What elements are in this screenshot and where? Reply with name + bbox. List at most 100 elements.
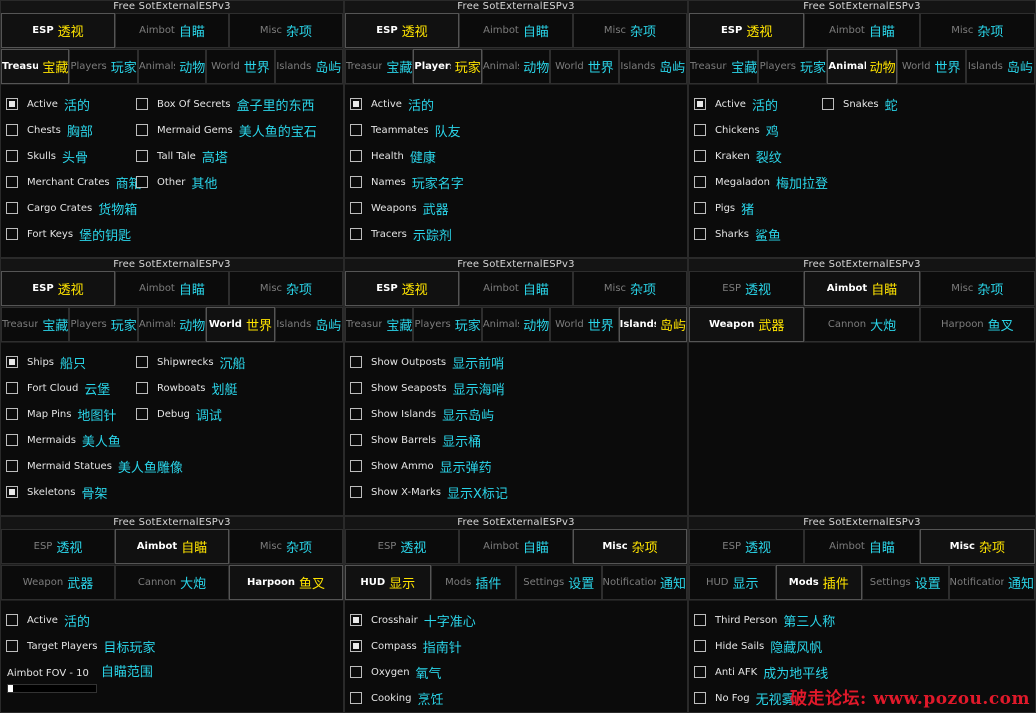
option-active[interactable]: Active 活的 — [1, 607, 221, 633]
checkbox[interactable] — [6, 640, 18, 652]
tab-aimbot[interactable]: Aimbot 自瞄 — [459, 13, 573, 48]
checkbox[interactable] — [350, 150, 362, 162]
option-mermaid-statues[interactable]: Mermaid Statues 美人鱼雕像 — [1, 453, 183, 479]
tab-esp[interactable]: ESP 透视 — [1, 529, 115, 564]
tab-cannon[interactable]: Cannon 大炮 — [115, 565, 229, 600]
tab-weapon[interactable]: Weapon 武器 — [689, 307, 805, 342]
tab-misc[interactable]: Misc 杂项 — [919, 13, 1035, 48]
tab-islands[interactable]: Islands 岛屿 — [274, 307, 343, 342]
option-debug[interactable]: Debug 调试 — [131, 401, 311, 427]
option-hide-sails[interactable]: Hide Sails 隐藏风帆 — [689, 633, 909, 659]
option-show-seaposts[interactable]: Show Seaposts 显示海哨 — [345, 375, 565, 401]
tab-aimbot[interactable]: Aimbot 自瞄 — [459, 271, 573, 306]
checkbox[interactable] — [136, 356, 148, 368]
checkbox[interactable] — [694, 228, 706, 240]
checkbox[interactable] — [6, 228, 18, 240]
option-box-of-secrets[interactable]: Box Of Secrets 盒子里的东西 — [131, 91, 341, 117]
tab-notifications[interactable]: Notifications通知 — [948, 565, 1035, 600]
option-shipwrecks[interactable]: Shipwrecks 沉船 — [131, 349, 311, 375]
checkbox[interactable] — [822, 98, 834, 110]
checkbox[interactable] — [350, 434, 362, 446]
option-crosshair[interactable]: Crosshair 十字准心 — [345, 607, 565, 633]
tab-settings[interactable]: Settings 设置 — [862, 565, 949, 600]
tab-treasure[interactable]: Treasure宝藏 — [345, 49, 414, 84]
fov-slider[interactable] — [7, 684, 97, 693]
tab-world[interactable]: World 世界 — [896, 49, 966, 84]
tab-esp[interactable]: ESP 透视 — [689, 529, 805, 564]
tab-islands[interactable]: Islands 岛屿 — [274, 49, 343, 84]
checkbox[interactable] — [350, 486, 362, 498]
tab-world[interactable]: World 世界 — [550, 49, 619, 84]
option-merchant-crates[interactable]: Merchant Crates 商箱 — [1, 169, 142, 195]
option-other[interactable]: Other 其他 — [131, 169, 341, 195]
tab-weapon[interactable]: Weapon 武器 — [1, 565, 115, 600]
tab-treasure[interactable]: Treasure宝藏 — [689, 49, 759, 84]
checkbox[interactable] — [694, 640, 706, 652]
tab-settings[interactable]: Settings 设置 — [516, 565, 602, 600]
tab-misc[interactable]: Misc 杂项 — [573, 271, 687, 306]
option-anti-afk[interactable]: Anti AFK 成为地平线 — [689, 659, 909, 685]
tab-hud[interactable]: HUD 显示 — [345, 565, 431, 600]
option-cargo-crates[interactable]: Cargo Crates 货物箱 — [1, 195, 137, 221]
tab-aimbot[interactable]: Aimbot 自瞄 — [804, 13, 920, 48]
option-third-person[interactable]: Third Person 第三人称 — [689, 607, 909, 633]
tab-islands[interactable]: Islands 岛屿 — [618, 307, 687, 342]
option-fort-keys[interactable]: Fort Keys 堡的钥匙 — [1, 221, 131, 247]
checkbox[interactable] — [6, 614, 18, 626]
checkbox[interactable] — [694, 124, 706, 136]
checkbox[interactable] — [6, 434, 18, 446]
checkbox[interactable] — [350, 202, 362, 214]
tab-misc[interactable]: Misc 杂项 — [573, 13, 687, 48]
option-chickens[interactable]: Chickens 鸡 — [689, 117, 817, 143]
checkbox[interactable] — [694, 98, 706, 110]
option-active[interactable]: Active 活的 — [689, 91, 817, 117]
option-skulls[interactable]: Skulls 头骨 — [1, 143, 131, 169]
option-tall-tale[interactable]: Tall Tale 高塔 — [131, 143, 341, 169]
tab-islands[interactable]: Islands 岛屿 — [618, 49, 687, 84]
tab-misc[interactable]: Misc 杂项 — [919, 529, 1035, 564]
tab-esp[interactable]: ESP 透视 — [1, 271, 115, 306]
checkbox[interactable] — [694, 150, 706, 162]
tab-esp[interactable]: ESP 透视 — [1, 13, 115, 48]
option-active[interactable]: Active 活的 — [345, 91, 545, 117]
option-map-pins[interactable]: Map Pins 地图针 — [1, 401, 131, 427]
checkbox[interactable] — [694, 666, 706, 678]
tab-aimbot[interactable]: Aimbot 自瞄 — [115, 13, 229, 48]
option-oxygen[interactable]: Oxygen 氧气 — [345, 659, 565, 685]
option-megaladon[interactable]: Megaladon 梅加拉登 — [689, 169, 828, 195]
option-teammates[interactable]: Teammates 队友 — [345, 117, 545, 143]
tab-hud[interactable]: HUD 显示 — [689, 565, 776, 600]
option-skeletons[interactable]: Skeletons 骨架 — [1, 479, 131, 505]
checkbox[interactable] — [136, 150, 148, 162]
option-active[interactable]: Active 活的 — [1, 91, 131, 117]
checkbox[interactable] — [350, 460, 362, 472]
option-mermaid-gems[interactable]: Mermaid Gems 美人鱼的宝石 — [131, 117, 341, 143]
checkbox[interactable] — [350, 666, 362, 678]
tab-misc[interactable]: Misc 杂项 — [919, 271, 1035, 306]
tab-aimbot[interactable]: Aimbot 自瞄 — [804, 271, 920, 306]
tab-misc[interactable]: Misc 杂项 — [229, 271, 343, 306]
checkbox[interactable] — [6, 408, 18, 420]
checkbox[interactable] — [6, 202, 18, 214]
checkbox[interactable] — [6, 382, 18, 394]
option-kraken[interactable]: Kraken 裂纹 — [689, 143, 817, 169]
option-show-islands[interactable]: Show Islands 显示岛屿 — [345, 401, 565, 427]
tab-esp[interactable]: ESP 透视 — [345, 271, 459, 306]
checkbox[interactable] — [350, 124, 362, 136]
tab-notifications[interactable]: Notifications通知 — [601, 565, 687, 600]
option-names[interactable]: Names 玩家名字 — [345, 169, 545, 195]
option-compass[interactable]: Compass 指南针 — [345, 633, 565, 659]
tab-esp[interactable]: ESP 透视 — [345, 13, 459, 48]
checkbox[interactable] — [136, 124, 148, 136]
checkbox[interactable] — [694, 176, 706, 188]
checkbox[interactable] — [6, 460, 18, 472]
tab-world[interactable]: World 世界 — [206, 49, 275, 84]
tab-aimbot[interactable]: Aimbot 自瞄 — [115, 529, 229, 564]
option-health[interactable]: Health 健康 — [345, 143, 545, 169]
checkbox[interactable] — [350, 614, 362, 626]
